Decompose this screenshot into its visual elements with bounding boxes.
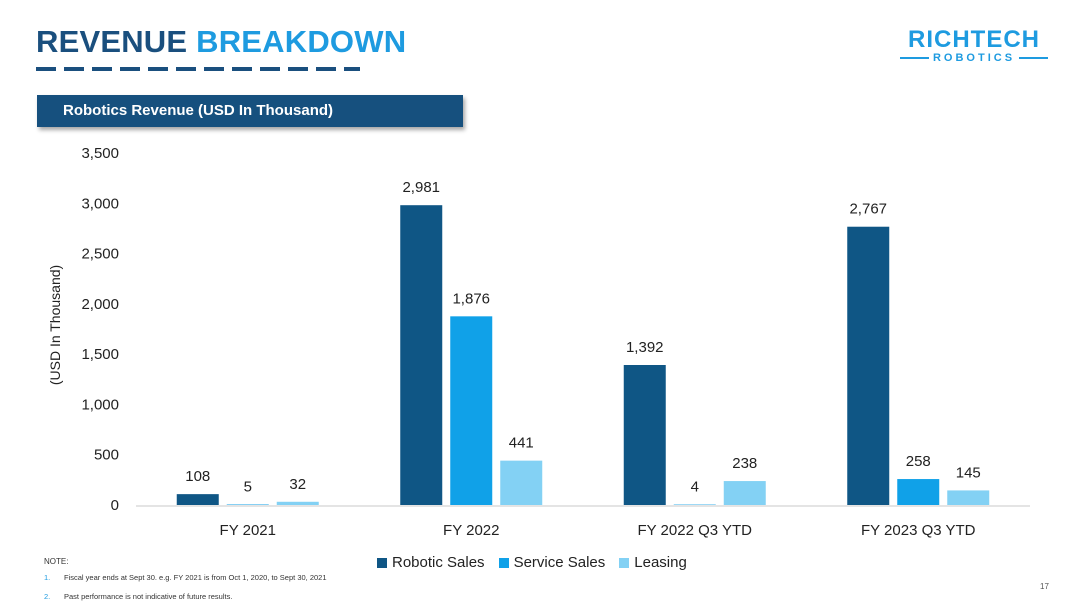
legend-item-service-sales: Service Sales — [498, 554, 606, 571]
chart-legend: Robotic Sales Service Sales Leasing — [377, 554, 687, 571]
y-tick-label: 1,500 — [81, 346, 119, 363]
x-tick-label: FY 2022 Q3 YTD — [637, 522, 752, 539]
chart-banner: Robotics Revenue (USD In Thousand) — [37, 95, 463, 127]
y-tick-label: 500 — [94, 447, 119, 464]
bar-robotic-sales-fy-2022-q3-ytd — [623, 365, 666, 505]
data-label: 32 — [289, 476, 306, 493]
data-label: 145 — [956, 464, 981, 481]
note-text-2: Past performance is not indicative of fu… — [64, 592, 233, 601]
y-tick-label: 2,500 — [81, 246, 119, 263]
y-axis-label: (USD In Thousand) — [47, 265, 63, 385]
x-tick-label: FY 2022 — [443, 522, 499, 539]
bar-leasing-fy-2022 — [500, 460, 543, 505]
legend-label: Robotic Sales — [392, 554, 485, 571]
x-tick-label: FY 2023 Q3 YTD — [861, 522, 976, 539]
data-label: 5 — [244, 478, 252, 495]
richtech-logo: RICHTECH ROBOTICS — [900, 26, 1048, 66]
y-tick-label: 2,000 — [81, 296, 119, 313]
data-label: 258 — [906, 453, 931, 470]
slide-title: REVENUE BREAKDOWN — [36, 26, 406, 57]
x-tick-label: FY 2021 — [220, 522, 276, 539]
bar-leasing-fy-2022-q3-ytd — [723, 481, 766, 505]
data-label: 238 — [732, 455, 757, 472]
data-label: 108 — [185, 468, 210, 485]
page-number: 17 — [1040, 582, 1049, 591]
legend-label: Service Sales — [513, 554, 606, 571]
bar-robotic-sales-fy-2023-q3-ytd — [847, 226, 890, 505]
y-tick-label: 1,000 — [81, 396, 119, 413]
bar-service-sales-fy-2021 — [226, 504, 269, 505]
notes-title: NOTE: — [44, 557, 69, 566]
data-label: 4 — [691, 479, 699, 496]
legend-swatch — [619, 557, 630, 568]
bar-service-sales-fy-2023-q3-ytd — [897, 479, 940, 505]
title-dashed-underline — [36, 67, 360, 71]
data-label: 1,876 — [452, 290, 490, 307]
legend-swatch — [377, 557, 387, 568]
legend-swatch — [498, 557, 509, 568]
bar-robotic-sales-fy-2022 — [400, 205, 443, 505]
legend-label: Leasing — [634, 554, 687, 571]
y-tick-label: 0 — [111, 497, 119, 514]
title-word-revenue: REVENUE — [36, 24, 188, 59]
logo-rule-right — [1019, 57, 1048, 59]
note-item-2: 2. Past performance is not indicative of … — [44, 592, 232, 601]
logo-subline: ROBOTICS — [900, 51, 1048, 65]
logo-rule-left — [900, 57, 929, 59]
note-number-1: 1. — [44, 573, 51, 582]
data-label: 2,981 — [402, 179, 440, 196]
y-tick-label: 3,000 — [81, 195, 119, 212]
note-text-1: Fiscal year ends at Sept 30. e.g. FY 202… — [64, 573, 327, 582]
bar-leasing-fy-2021 — [276, 501, 319, 505]
data-label: 2,767 — [849, 201, 887, 218]
logo-subtext: ROBOTICS — [932, 51, 1016, 64]
bar-leasing-fy-2023-q3-ytd — [947, 490, 990, 505]
legend-item-leasing: Leasing — [619, 554, 687, 571]
data-label: 441 — [509, 435, 534, 452]
note-number-2: 2. — [44, 592, 51, 601]
title-word-breakdown: BREAKDOWN — [196, 24, 407, 59]
legend-item-robotic-sales: Robotic Sales — [377, 554, 485, 571]
logo-wordmark: RICHTECH — [908, 26, 1040, 53]
bar-service-sales-fy-2022 — [450, 316, 493, 505]
note-item-1: 1. Fiscal year ends at Sept 30. e.g. FY 2… — [44, 573, 327, 582]
bar-robotic-sales-fy-2021 — [176, 494, 219, 505]
y-tick-label: 3,500 — [81, 145, 119, 162]
data-label: 1,392 — [626, 339, 664, 356]
